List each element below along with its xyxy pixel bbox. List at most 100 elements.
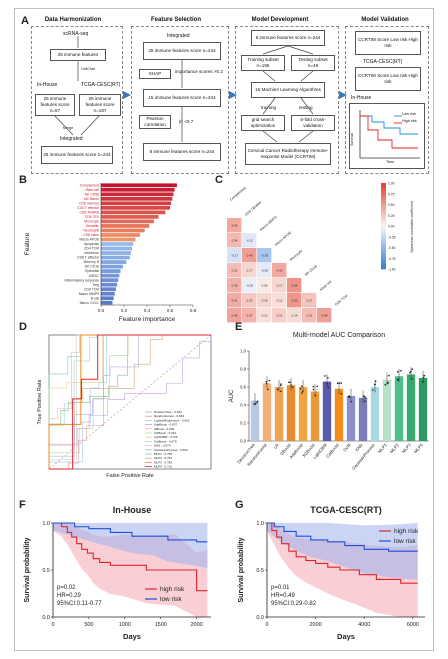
km-y-tick-label: 0.5: [42, 568, 50, 574]
roc-legend-label: XGBoost - 0.661: [154, 431, 177, 435]
panel-label-g: G: [235, 499, 244, 511]
valid-box-1: CCRTIM Score Low risk High risk: [355, 31, 421, 55]
feature-tick-label: Interferon: [84, 251, 99, 255]
heatmap-cell: [257, 293, 272, 308]
workflow-arrows: [54, 36, 347, 143]
heatmap-axis-label: CD8 TEMRA: [244, 200, 263, 216]
colorbar-segment: [381, 228, 386, 231]
auc-point: [265, 382, 268, 385]
heatmap-cell: [257, 308, 272, 323]
auc-point: [340, 392, 343, 395]
feature-bar: [101, 300, 113, 305]
feature-bar: [101, 264, 123, 269]
auc-point: [374, 383, 376, 386]
auc-bar: [346, 396, 356, 441]
auc-point: [276, 388, 279, 391]
heatmap-cell: [242, 278, 257, 293]
shap-criterion: importance scores >0.2: [175, 69, 223, 74]
panel-label-a: A: [21, 15, 29, 27]
auc-x-tick-label: LR: [272, 442, 279, 449]
roc-legend-label: AdaBoost - 0.637: [154, 423, 178, 427]
feature-bar: [101, 255, 130, 260]
select-box-25: 25 immune features score n=244: [143, 42, 221, 60]
auc-bar: [310, 391, 320, 441]
km-x-tick-label: 2000: [309, 622, 321, 628]
colorbar-tick-label: -0.75: [388, 257, 396, 261]
harmonization-frame: [31, 26, 123, 174]
km-curve: [267, 522, 418, 552]
feature-tick-label: CD4 T effector: [77, 206, 100, 210]
auc-x-tick-label: MLP2: [389, 442, 400, 454]
heatmap-cell: [257, 278, 272, 293]
valid-tcga-label: TCGA-CESC(RT): [363, 59, 403, 65]
feature-tick-label: Neutrophil: [84, 229, 100, 233]
heatmap-cell-value: 0.37: [247, 314, 253, 318]
tcga-label: TCGA-CESC(RT): [81, 82, 121, 88]
heatmap-cell: [302, 308, 317, 323]
colorbar-segment: [381, 253, 386, 257]
colorbar-tick-label: -0.25: [388, 235, 396, 239]
auc-point: [280, 390, 282, 393]
auc-point: [301, 392, 303, 394]
colorbar-segment: [381, 187, 386, 190]
select-box-8: 8 immune features score n=244: [143, 143, 221, 161]
auc-point: [301, 385, 303, 387]
colorbar-segment: [381, 183, 386, 186]
colorbar-tick-label: -0.50: [388, 246, 396, 250]
auc-x-tick-label: GaussianProcess: [351, 442, 376, 470]
auc-x-tick-label: MLP1: [377, 442, 388, 454]
auc-point: [411, 378, 413, 380]
auc-comparison-chart: Multi-model AUC Comparison 0.0 0.2 0.4 0.6 0.…: [229, 332, 429, 471]
auc-point: [324, 375, 326, 377]
auc-bar: [406, 374, 416, 441]
heatmap-cell: [287, 293, 302, 308]
colorbar-segment: [381, 223, 386, 227]
development-frame: [235, 26, 339, 174]
feature-bar: [101, 228, 145, 233]
roc-legend-label: MLP4 - 0.712: [154, 465, 172, 469]
km-title: In-House: [113, 505, 152, 515]
mini-km-plot: Low risk High risk Survival Time: [349, 103, 425, 169]
colorbar-segment: [381, 210, 386, 214]
integrated-score-box: 25 immune features score n=244: [41, 146, 113, 164]
km-x-tick-label: 4000: [358, 622, 370, 628]
roc-series-line: [48, 334, 211, 469]
pearson-box: Pearson correlation: [139, 115, 171, 129]
feature-bar: [101, 273, 120, 278]
b-x-tick-label: 0.2: [121, 308, 128, 313]
km-x-tick-label: 1500: [155, 622, 167, 628]
heatmap-cell-value: 0.17: [277, 284, 283, 288]
feature-tick-label: Macro APOE: [79, 238, 99, 242]
feature-bar: [101, 287, 116, 292]
colorbar-segment: [381, 208, 386, 212]
auc-bar: [262, 383, 272, 441]
auc-x-tick-label: SVM: [342, 442, 352, 453]
roc-legend-label: KNN - 0.574: [154, 444, 171, 448]
mini-high-risk: High risk: [402, 119, 417, 123]
heatmap-cell: [227, 308, 242, 323]
heatmap-cell-value: -0.17: [231, 254, 238, 258]
heatmap-cell-value: 0.42: [277, 269, 283, 273]
heatmap-cell-value: 0.17: [247, 269, 253, 273]
auc-point: [387, 381, 389, 384]
auc-point: [312, 388, 315, 391]
colorbar-segment: [381, 185, 386, 188]
col-title-selection: Feature Selection: [150, 17, 201, 23]
colorbar-segment: [381, 226, 386, 229]
auc-point: [396, 370, 399, 373]
feature-tick-label: Treg: [92, 283, 99, 287]
heatmap-cell-value: 0.49: [247, 254, 253, 258]
feature-bar: [101, 246, 133, 251]
km-legend-label: low risk: [160, 596, 182, 603]
feature-tick-label: CD8 T effector: [77, 256, 100, 260]
valid-box-2: CCRTIM Score Low risk High risk: [355, 67, 421, 91]
km-y-tick-label: 0.0: [256, 615, 264, 621]
km-inhouse-chart: In-House 0.0 0.5 1.0 0 500 1000 1500 2000 Days Sur…: [24, 505, 211, 641]
feature-tick-label: CD8 TCM: [84, 287, 99, 291]
colorbar-segment: [381, 191, 386, 195]
roc-y-label: True Positive Rate: [37, 379, 43, 424]
auc-point: [327, 376, 329, 379]
roc-diagonal: [48, 334, 212, 470]
auc-point: [326, 382, 329, 385]
feature-bar: [101, 269, 121, 273]
